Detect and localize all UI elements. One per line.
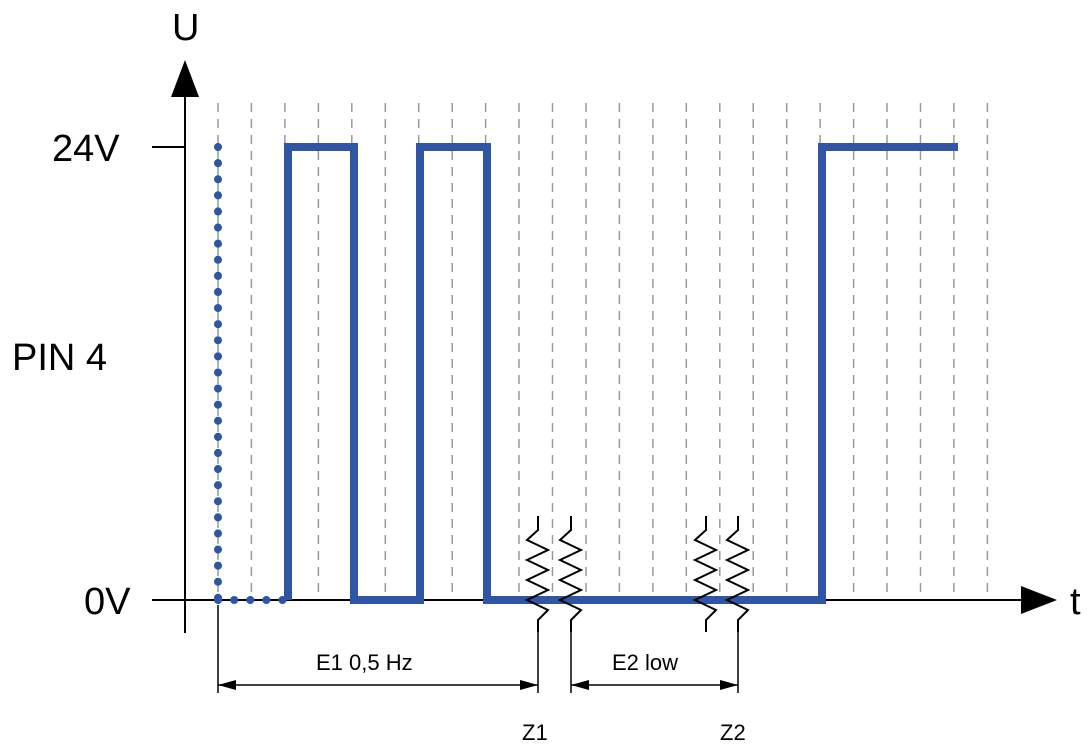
dim-arrow-e1-left-icon xyxy=(218,680,236,690)
y-tick-label-0v: 0V xyxy=(84,581,131,623)
break-zigzag-z2-right xyxy=(724,516,751,632)
dim-arrow-e1-right-icon xyxy=(520,680,538,690)
y-tick-label-24v: 24V xyxy=(52,128,120,170)
signal-waveform xyxy=(214,143,958,604)
time-grid xyxy=(217,103,989,600)
break-zigzag-z2-left xyxy=(692,516,719,632)
y-axis-label: U xyxy=(172,7,199,49)
dimension-lines xyxy=(217,605,739,693)
signal-pulse-train xyxy=(284,143,958,604)
break-markers xyxy=(524,516,751,632)
x-axis-arrow-icon xyxy=(1021,586,1057,614)
marker-label-z1: Z1 xyxy=(522,720,548,744)
x-axis-label: t xyxy=(1070,581,1081,623)
marker-label-z2: Z2 xyxy=(720,720,746,744)
segment-label-e1: E1 0,5 Hz xyxy=(316,650,413,675)
dim-arrow-e2-left-icon xyxy=(571,680,589,690)
segment-label-e2: E2 low xyxy=(612,650,678,675)
dim-arrow-e2-right-icon xyxy=(720,680,738,690)
break-zigzag-z1-left xyxy=(524,516,551,632)
y-axis-arrow-icon xyxy=(171,60,199,97)
break-zigzag-z1-right xyxy=(557,516,584,632)
signal-label: PIN 4 xyxy=(12,337,107,379)
